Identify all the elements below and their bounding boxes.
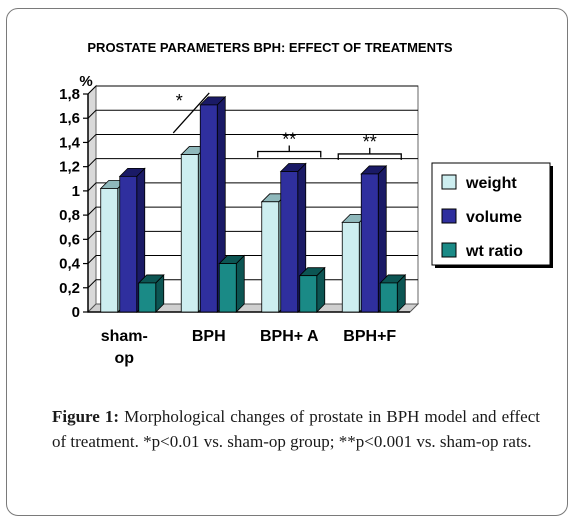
bar [280,171,299,313]
y-tick-label: 0 [72,304,80,321]
x-tick-label: BPH+ A [260,328,319,345]
significance-star: * [176,91,183,111]
y-tick-label: 0,4 [59,256,81,273]
bar [261,201,280,313]
bar [119,175,138,313]
bar [180,154,199,313]
x-tick-label: op [114,350,134,367]
y-tick-label: 0,2 [59,280,80,297]
caption-text: Morphological changes of prostate in BPH… [52,407,540,451]
y-tick-label: 1,2 [59,159,80,176]
figure-caption: Figure 1: Morphological changes of prost… [52,404,540,454]
significance-stars: ** [282,130,296,150]
bar [100,188,119,313]
gridline [87,158,418,168]
legend-label: wt ratio [465,243,523,260]
y-tick-label: 1,8 [59,86,80,103]
caption-label: Figure 1: [52,407,120,426]
gridline [87,206,418,216]
significance-bracket [337,147,402,160]
y-tick-label: 1,4 [59,134,81,151]
x-tick-label: sham- [101,328,148,345]
bar [199,104,218,313]
gridline [87,85,418,95]
gridline [87,230,418,240]
legend-swatch [441,242,457,258]
x-tick-label: BPH+F [343,328,396,345]
gridline [87,255,418,264]
bar [138,282,157,313]
plot-side-wall [87,84,97,314]
bar-chart: PROSTATE PARAMETERS BPH: EFFECT OF TREAT… [59,40,553,367]
significance-bracket [257,145,322,158]
chart-title: PROSTATE PARAMETERS BPH: EFFECT OF TREAT… [87,40,453,55]
y-tick-label: 1,6 [59,110,80,127]
bar-side [235,254,245,313]
legend-label: volume [466,209,522,226]
y-tick-label: 1 [72,183,80,200]
bar [360,173,379,313]
legend-label: weight [465,175,517,192]
x-tick-label: BPH [192,328,226,345]
y-tick-label: 0,8 [59,207,80,224]
y-axis-label: % [79,73,92,90]
bar [299,275,318,313]
bar [341,221,360,313]
gridline [87,182,418,192]
gridline [87,109,418,119]
legend-swatch [441,174,457,190]
y-tick-label: 0,6 [59,231,80,248]
legend-swatch [441,208,457,224]
bar [379,282,398,313]
bar [218,263,237,313]
gridline [87,133,418,143]
significance-stars: ** [363,132,377,152]
significance-slash [172,92,210,134]
